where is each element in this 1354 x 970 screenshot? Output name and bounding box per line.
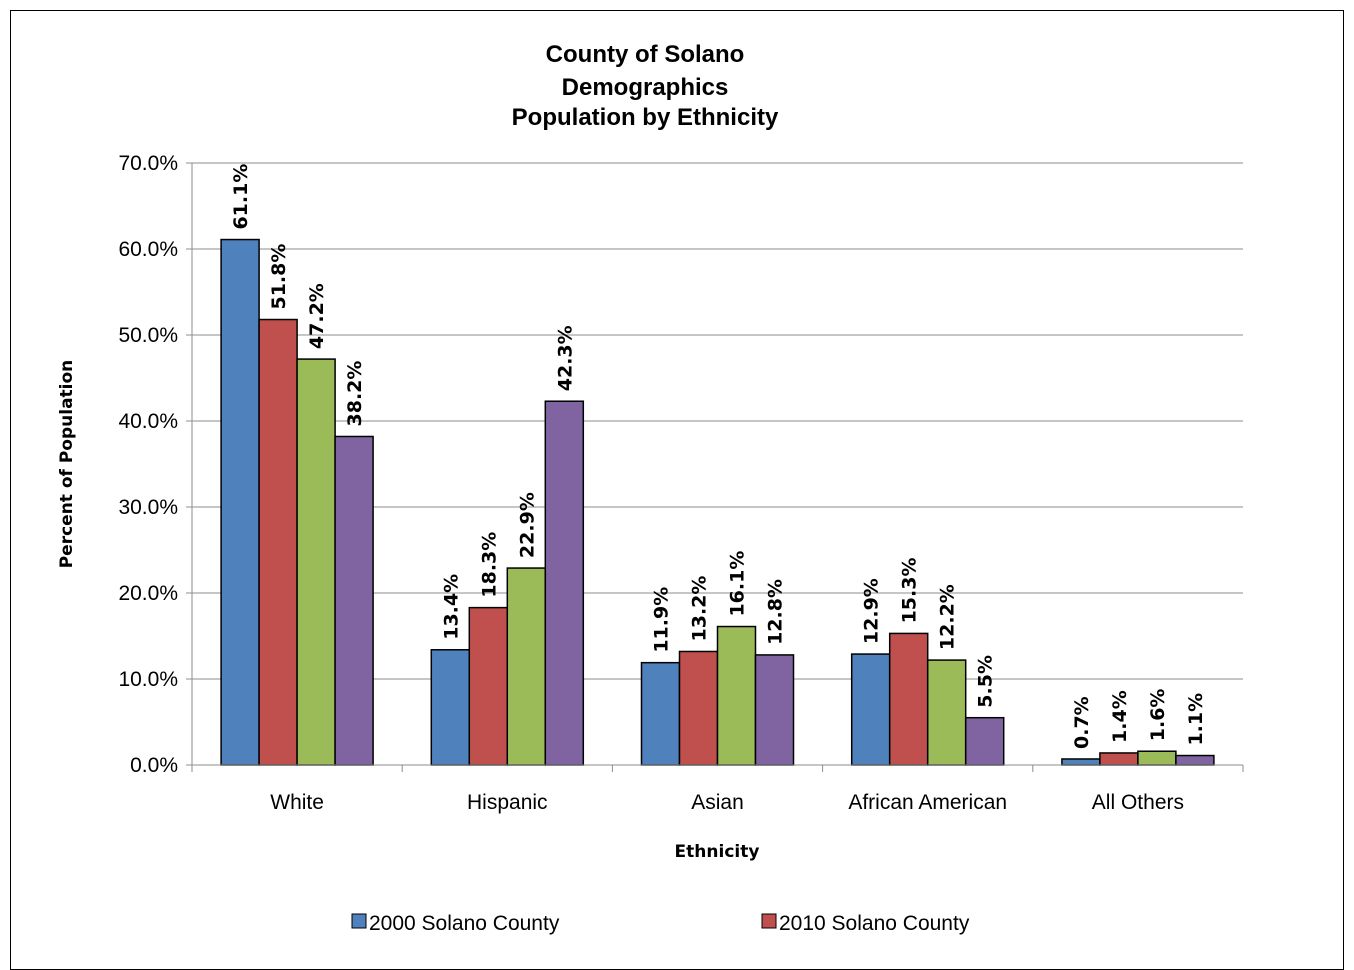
y-tick-label: 30.0% bbox=[118, 496, 178, 519]
data-label: 1.4% bbox=[1109, 690, 1131, 743]
bar bbox=[678, 650, 719, 766]
data-labels: 61.1% 51.8% 47.2% 38.2% 13.4% 18.3% 22.9% 42.3%… bbox=[230, 164, 1207, 749]
bar bbox=[754, 654, 795, 766]
y-tick-label: 10.0% bbox=[118, 668, 178, 691]
data-label: 38.2% bbox=[344, 361, 366, 427]
chart-title-line: County of Solano bbox=[546, 41, 745, 68]
data-label: 16.1% bbox=[727, 551, 749, 617]
bar bbox=[1061, 758, 1101, 766]
data-label: 13.4% bbox=[440, 574, 462, 640]
bars bbox=[220, 238, 1215, 766]
data-label: 22.9% bbox=[516, 492, 538, 558]
data-label: 1.6% bbox=[1147, 689, 1169, 742]
data-label: 12.2% bbox=[937, 584, 959, 650]
data-label: 51.8% bbox=[268, 244, 290, 310]
bar bbox=[716, 625, 757, 766]
bar bbox=[1137, 750, 1177, 766]
data-label: 12.9% bbox=[861, 578, 883, 644]
data-label: 11.9% bbox=[651, 587, 673, 653]
x-tick-label: African American bbox=[848, 791, 1007, 814]
data-label: 15.3% bbox=[899, 557, 921, 623]
x-tick-label: Hispanic bbox=[467, 791, 548, 814]
y-tick-label: 50.0% bbox=[118, 324, 178, 347]
bar bbox=[850, 653, 891, 766]
legend-label: 2010 Solano County bbox=[779, 912, 970, 935]
x-tick-label: All Others bbox=[1092, 791, 1184, 814]
bar bbox=[544, 400, 585, 766]
bar bbox=[640, 661, 681, 766]
bar bbox=[1099, 752, 1139, 766]
legend-swatch bbox=[351, 913, 367, 929]
data-label: 5.5% bbox=[975, 655, 997, 708]
y-tick-label: 0.0% bbox=[130, 754, 178, 777]
bar bbox=[430, 649, 471, 766]
bar bbox=[258, 318, 298, 766]
bar bbox=[888, 632, 929, 766]
data-label: 61.1% bbox=[230, 164, 252, 230]
bar bbox=[220, 238, 260, 766]
data-label: 12.8% bbox=[765, 579, 787, 645]
data-label: 13.2% bbox=[689, 576, 711, 642]
bar bbox=[506, 567, 547, 766]
y-axis-title: Percent of Population bbox=[57, 360, 77, 569]
y-tick-label: 20.0% bbox=[118, 582, 178, 605]
y-tick-label: 60.0% bbox=[118, 238, 178, 261]
y-tick-label: 70.0% bbox=[118, 152, 178, 175]
data-label: 18.3% bbox=[478, 532, 500, 598]
bar bbox=[334, 435, 374, 766]
data-label: 42.3% bbox=[554, 325, 576, 391]
legend: 2000 Solano County 2010 Solano County bbox=[351, 912, 970, 935]
bar bbox=[964, 716, 1005, 766]
data-label: 1.1% bbox=[1185, 693, 1207, 746]
bar bbox=[468, 606, 509, 766]
axes: 0.0% 10.0% 20.0% 30.0% 40.0% 50.0% 60.0% 70.0% W… bbox=[57, 152, 1244, 862]
chart-title: County of Solano Demographics Population b… bbox=[512, 41, 779, 131]
bar bbox=[926, 659, 967, 766]
legend-swatch bbox=[761, 913, 777, 929]
x-tick-label: Asian bbox=[691, 791, 744, 814]
chart-title-line: Population by Ethnicity bbox=[512, 104, 779, 131]
legend-label: 2000 Solano County bbox=[369, 912, 560, 935]
chart-title-line: Demographics bbox=[562, 74, 729, 101]
bar bbox=[1175, 754, 1215, 766]
data-label: 47.2% bbox=[306, 283, 328, 349]
y-tick-label: 40.0% bbox=[118, 410, 178, 433]
x-tick-label: White bbox=[270, 791, 324, 814]
bar bbox=[296, 358, 336, 766]
x-axis-title: Ethnicity bbox=[675, 842, 760, 862]
data-label: 0.7% bbox=[1071, 696, 1093, 749]
